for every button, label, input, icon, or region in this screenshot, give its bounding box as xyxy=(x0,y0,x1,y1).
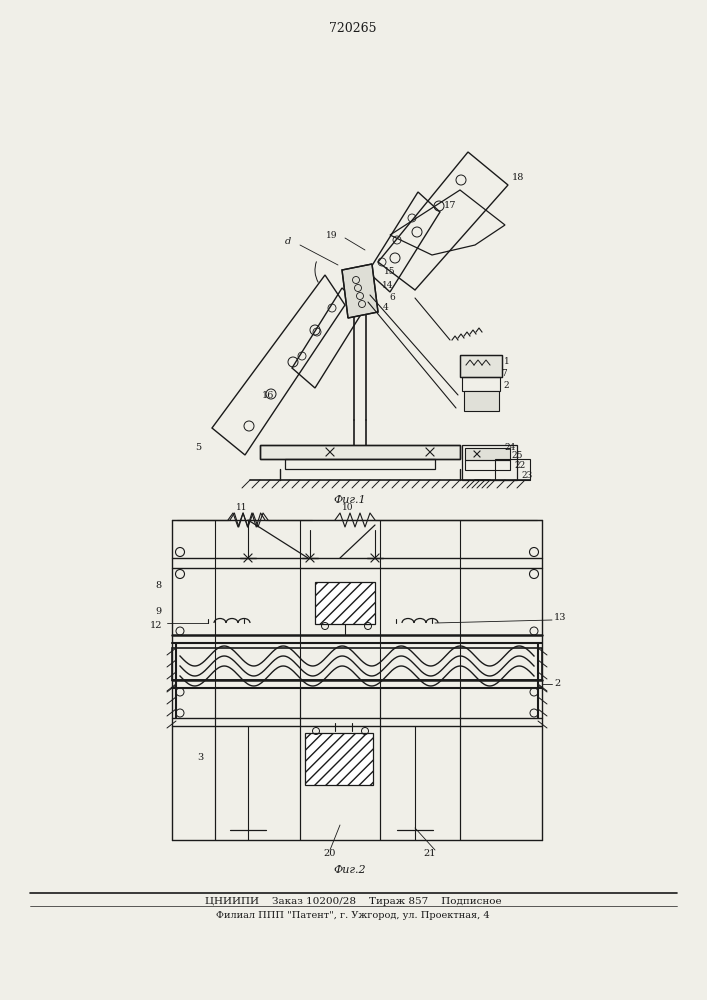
Bar xyxy=(462,445,517,480)
Bar xyxy=(172,648,542,680)
Text: 9: 9 xyxy=(155,607,161,616)
Text: 8: 8 xyxy=(155,580,161,589)
Text: 19: 19 xyxy=(326,231,338,239)
Polygon shape xyxy=(342,264,378,318)
Bar xyxy=(460,355,502,377)
Text: 11: 11 xyxy=(236,504,247,512)
Text: Филиал ППП "Патент", г. Ужгород, ул. Проектная, 4: Филиал ППП "Патент", г. Ужгород, ул. Про… xyxy=(216,910,490,920)
Text: 7: 7 xyxy=(501,369,507,378)
Bar xyxy=(315,582,375,624)
Text: 18: 18 xyxy=(512,174,524,182)
Text: 10: 10 xyxy=(342,504,354,512)
Bar xyxy=(464,391,499,411)
Text: 24: 24 xyxy=(504,444,515,452)
Text: Фиг.2: Фиг.2 xyxy=(334,865,366,875)
Text: 2: 2 xyxy=(554,680,560,688)
Text: 5: 5 xyxy=(195,444,201,452)
Bar xyxy=(305,733,373,785)
Bar xyxy=(465,460,510,470)
Text: 15: 15 xyxy=(384,267,396,276)
Text: 1: 1 xyxy=(504,358,510,366)
Text: 3: 3 xyxy=(197,754,203,762)
Text: 4: 4 xyxy=(383,304,389,312)
Text: 22: 22 xyxy=(515,462,525,471)
Bar xyxy=(460,355,502,377)
Text: 23: 23 xyxy=(521,472,532,481)
Text: 720265: 720265 xyxy=(329,21,377,34)
Bar xyxy=(465,448,510,460)
Text: 6: 6 xyxy=(389,294,395,302)
Bar xyxy=(462,377,500,391)
Text: Фиг.1: Фиг.1 xyxy=(334,495,366,505)
Text: ЦНИИПИ    Заказ 10200/28    Тираж 857    Подписное: ЦНИИПИ Заказ 10200/28 Тираж 857 Подписно… xyxy=(205,896,501,906)
Text: 21: 21 xyxy=(423,850,436,858)
Text: 17: 17 xyxy=(444,200,456,210)
Text: 13: 13 xyxy=(554,613,566,622)
Bar xyxy=(285,459,435,469)
Text: 2: 2 xyxy=(503,380,509,389)
Text: 12: 12 xyxy=(150,620,162,630)
Text: 20: 20 xyxy=(324,850,337,858)
Text: 25: 25 xyxy=(511,452,522,460)
Text: 14: 14 xyxy=(382,280,394,290)
Text: 16: 16 xyxy=(262,390,274,399)
Bar xyxy=(495,459,530,480)
Text: d: d xyxy=(285,237,291,246)
Bar xyxy=(260,445,460,459)
Bar xyxy=(260,445,460,459)
